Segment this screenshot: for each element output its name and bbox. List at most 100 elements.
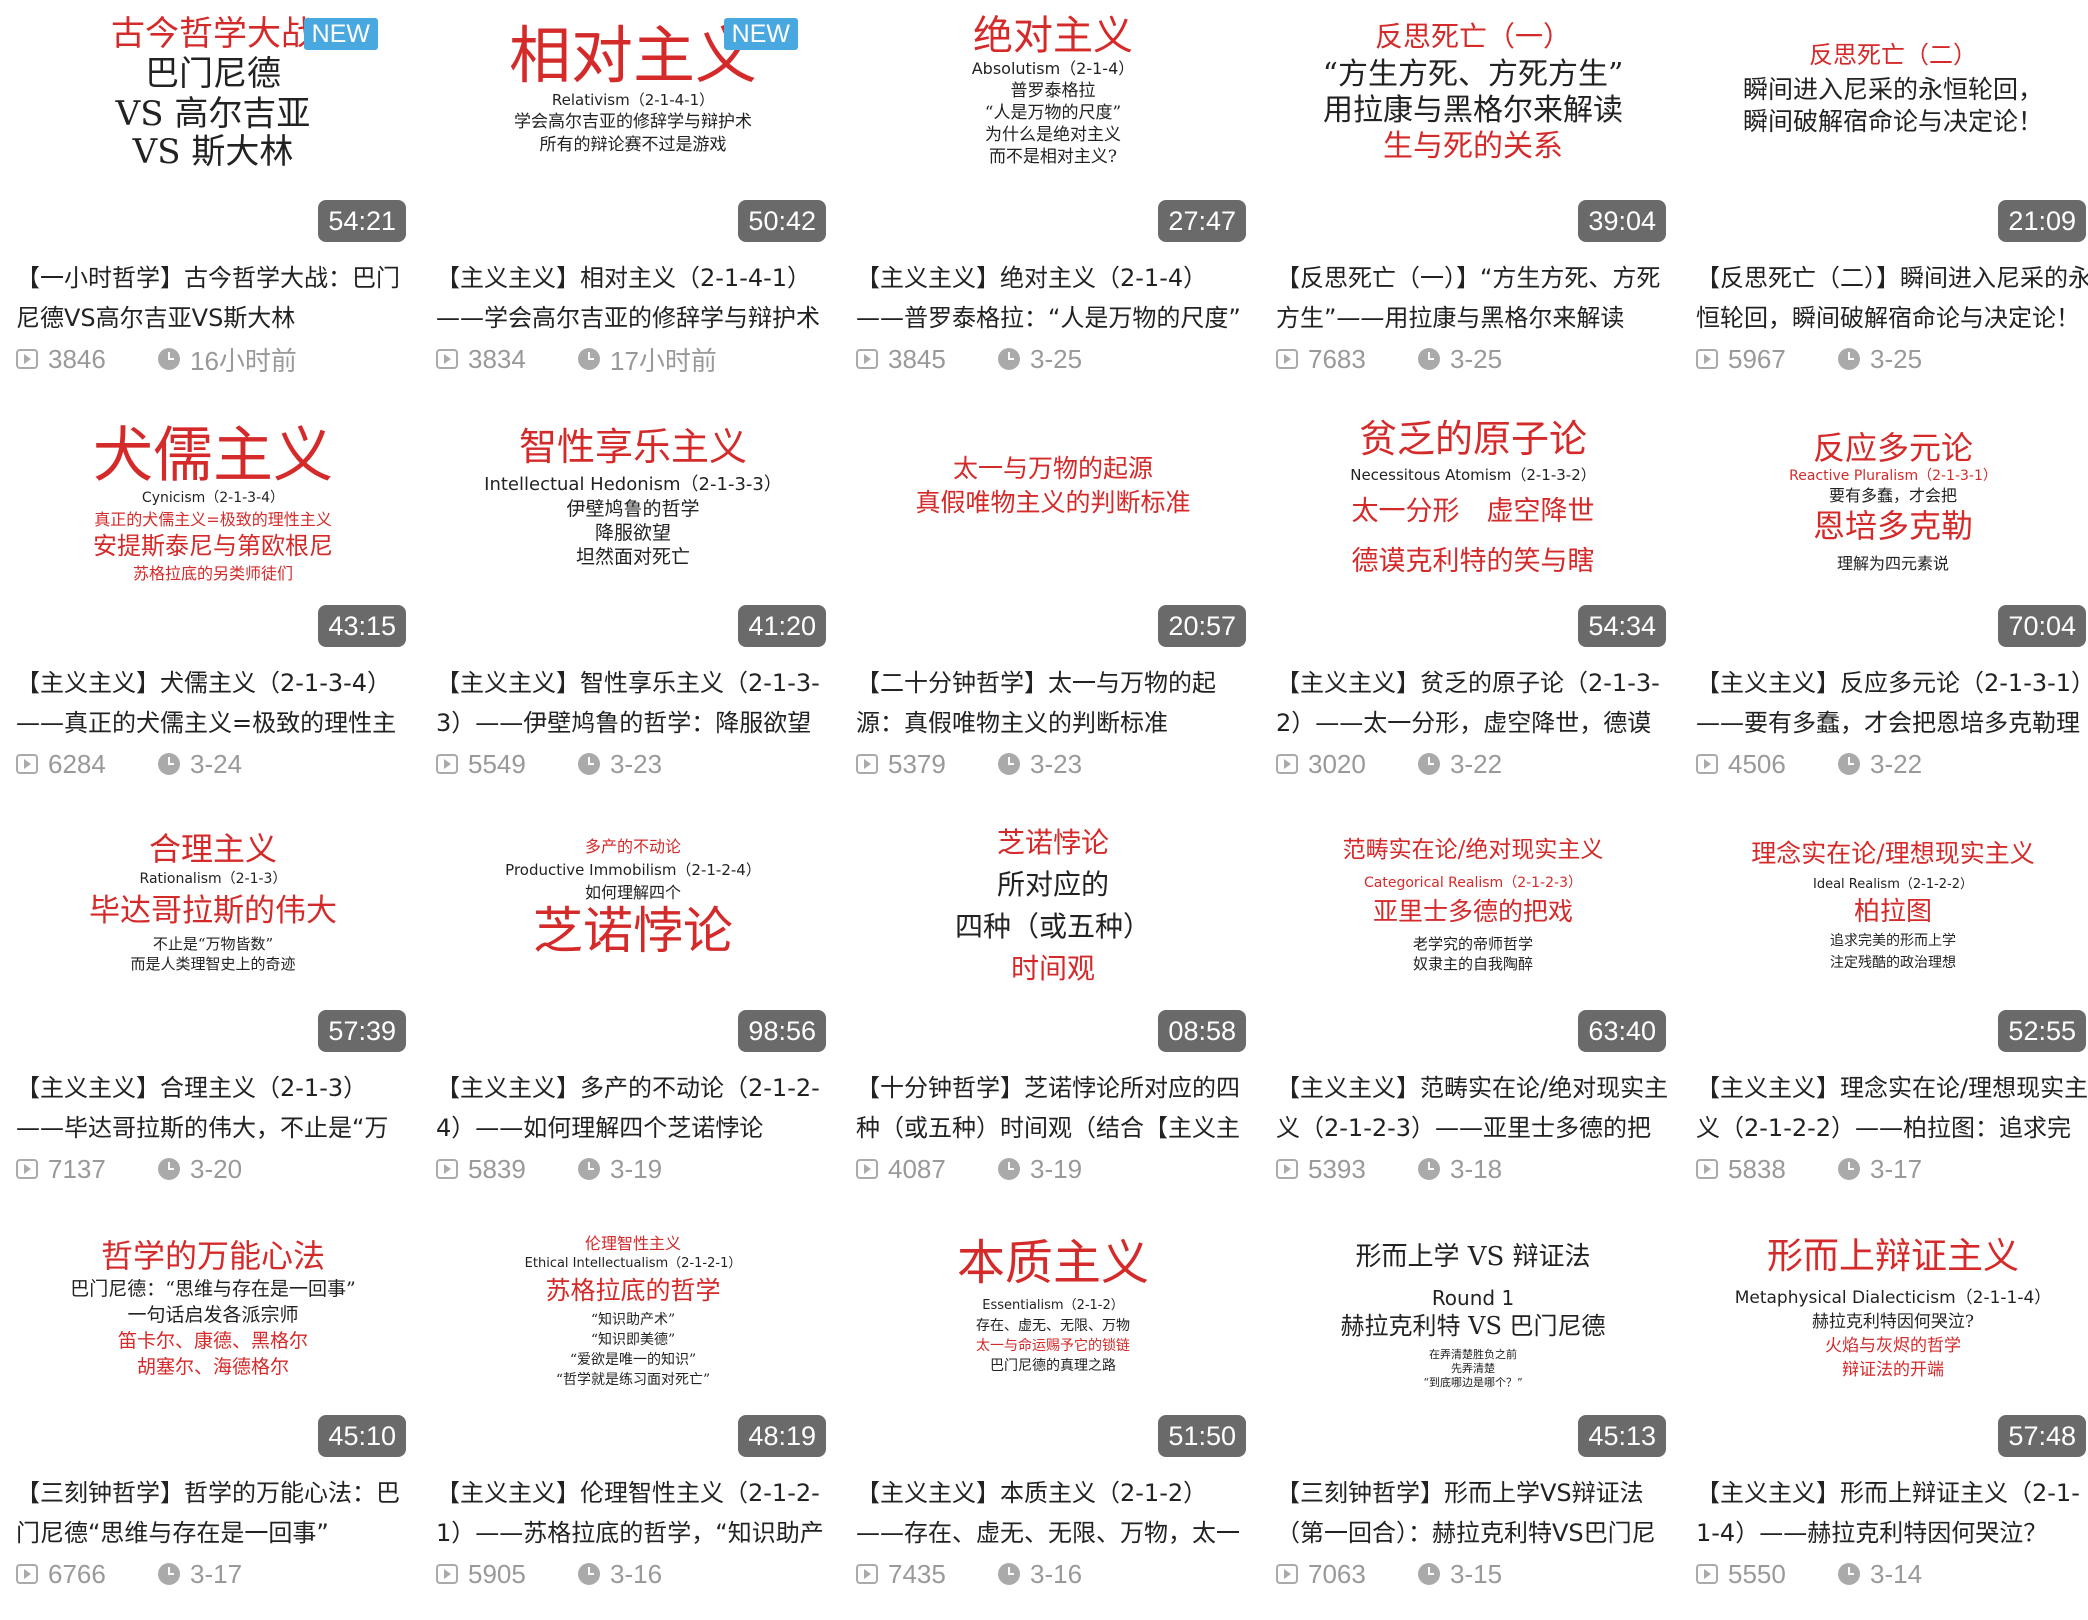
video-card[interactable]: 反思死亡（一） “方生方死、方死方生” 用拉康与黑格尔来解读 生与死的关系 39:04 【… xyxy=(1272,0,1674,405)
thumbnail-text: Ethical Intellectualism（2-1-2-1） xyxy=(524,1256,742,1271)
video-thumbnail[interactable]: 反思死亡（二） 瞬间进入尼采的永恒轮回， 瞬间破解宿命论与决定论！ 21:09 xyxy=(1692,0,2088,252)
video-thumbnail[interactable]: 古今哲学大战 巴门尼德 VS 高尔吉亚 VS 斯大林 NEW 54:21 xyxy=(12,0,414,252)
video-title[interactable]: 【主义主义】犬儒主义（2-1-3-4）——真正的犬儒主义=极致的理性主义 xyxy=(16,669,397,737)
video-title[interactable]: 【主义主义】相对主义（2-1-4-1）——学会高尔吉亚的修辞学与辩护术 xyxy=(436,264,820,332)
video-meta: 5393 3-18 xyxy=(1276,1152,1502,1186)
video-card[interactable]: 反思死亡（二） 瞬间进入尼采的永恒轮回， 瞬间破解宿命论与决定论！ 21:09 【反思死… xyxy=(1692,0,2088,405)
video-thumbnail[interactable]: 理念实在论/理想现实主义 Ideal Realism（2-1-2-2） 柏拉图 追求完… xyxy=(1692,810,2088,1062)
duration-badge: 27:47 xyxy=(1158,200,1246,242)
video-card[interactable]: 形而上辩证主义 Metaphysical Dialecticism（2-1-1-4… xyxy=(1692,1215,2088,1620)
play-count-icon xyxy=(436,1564,458,1584)
video-title[interactable]: 【主义主义】形而上辩证主义（2-1-1-4）——赫拉克利特因何哭泣？ xyxy=(1696,1479,2080,1547)
video-thumbnail[interactable]: 范畴实在论/绝对现实主义 Categorical Realism（2-1-2-3）… xyxy=(1272,810,1674,1062)
video-thumbnail[interactable]: 绝对主义 Absolutism（2-1-4） 普罗泰格拉 “人是万物的尺度” 为什么是绝… xyxy=(852,0,1254,252)
video-meta: 3020 3-22 xyxy=(1276,747,1502,781)
view-count: 5393 xyxy=(1308,1153,1366,1184)
video-card[interactable]: 合理主义 Rationalism（2-1-3） 毕达哥拉斯的伟大 不止是“万物皆数” 而… xyxy=(12,810,414,1215)
video-title[interactable]: 【主义主义】合理主义（2-1-3）——毕达哥拉斯的伟大，不止是“万物皆数” xyxy=(16,1074,389,1142)
video-meta: 3834 17小时前 xyxy=(436,342,717,376)
video-thumbnail[interactable]: 芝诺悖论 所对应的 四种（或五种） 时间观 08:58 xyxy=(852,810,1254,1062)
video-title[interactable]: 【反思死亡（一）】“方生方死、方死方生”——用拉康与黑格尔来解读 xyxy=(1276,264,1661,332)
thumbnail-text: 巴门尼德：“思维与存在是一回事” xyxy=(70,1278,356,1300)
video-thumbnail[interactable]: 本质主义 Essentialism（2-1-2） 存在、虚无、无限、万物 太一与命运赐… xyxy=(852,1215,1254,1467)
video-title[interactable]: 【一小时哲学】古今哲学大战：巴门尼德VS高尔吉亚VS斯大林 xyxy=(16,264,400,332)
video-title[interactable]: 【主义主义】范畴实在论/绝对现实主义（2-1-2-3）——亚里士多德的把戏 xyxy=(1276,1074,1669,1142)
view-count: 5549 xyxy=(468,748,526,779)
thumbnail-text: 学会高尔吉亚的修辞学与辩护术 xyxy=(514,112,752,132)
video-card[interactable]: 智性享乐主义 Intellectual Hedonism（2-1-3-3） 伊壁鸠鲁… xyxy=(432,405,834,810)
thumbnail-text: 芝诺悖论 xyxy=(996,826,1109,859)
duration-badge: 54:21 xyxy=(318,200,406,242)
upload-date: 3-22 xyxy=(1450,748,1503,779)
video-title[interactable]: 【反思死亡（二）】瞬间进入尼采的永恒轮回，瞬间破解宿命论与决定论！ xyxy=(1696,264,2088,332)
video-title[interactable]: 【主义主义】理念实在论/理想现实主义（2-1-2-2）——柏拉图：追求完美的形而… xyxy=(1696,1074,2088,1142)
video-card[interactable]: 绝对主义 Absolutism（2-1-4） 普罗泰格拉 “人是万物的尺度” 为什么是绝… xyxy=(852,0,1254,405)
video-card[interactable]: 芝诺悖论 所对应的 四种（或五种） 时间观 08:58 【十分钟哲学】芝诺悖论所对应的四种… xyxy=(852,810,1254,1215)
thumbnail-text: 形而上辩证主义 xyxy=(1766,1236,2019,1277)
play-count-icon xyxy=(16,349,38,369)
video-card[interactable]: 伦理智性主义 Ethical Intellectualism（2-1-2-1） 苏格… xyxy=(432,1215,834,1620)
video-thumbnail[interactable]: 哲学的万能心法 巴门尼德：“思维与存在是一回事” 一句话启发各派宗师 笛卡尔、康德、黑… xyxy=(12,1215,414,1467)
video-title[interactable]: 【主义主义】智性享乐主义（2-1-3-3）——伊壁鸠鲁的哲学：降服欲望 xyxy=(436,669,820,737)
duration-badge: 39:04 xyxy=(1578,200,1666,242)
video-thumbnail[interactable]: 合理主义 Rationalism（2-1-3） 毕达哥拉斯的伟大 不止是“万物皆数” 而… xyxy=(12,810,414,1062)
thumbnail-text: Relativism（2-1-4-1） xyxy=(551,91,715,109)
thumbnail-text: Rationalism（2-1-3） xyxy=(139,871,287,887)
video-title[interactable]: 【主义主义】贫乏的原子论（2-1-3-2）——太一分形，虚空降世，德谟克利特的笑… xyxy=(1276,669,1660,737)
video-title[interactable]: 【主义主义】本质主义（2-1-2）——存在、虚无、无限、万物，太一与命运赐予它的… xyxy=(856,1479,1240,1547)
video-thumbnail[interactable]: 犬儒主义 Cynicism（2-1-3-4） 真正的犬儒主义=极致的理性主义 安提斯泰… xyxy=(12,405,414,657)
thumbnail-text: 赫拉克利特因何哭泣? xyxy=(1811,1312,1975,1332)
upload-date: 3-24 xyxy=(190,748,243,779)
upload-date: 16小时前 xyxy=(190,345,297,376)
video-card[interactable]: 范畴实在论/绝对现实主义 Categorical Realism（2-1-2-3）… xyxy=(1272,810,1674,1215)
video-card[interactable]: 反应多元论 Reactive Pluralism（2-1-3-1） 要有多蠢，才会把… xyxy=(1692,405,2088,810)
video-thumbnail[interactable]: 贫乏的原子论 Necessitous Atomism（2-1-3-2） 太一分形 虚… xyxy=(1272,405,1674,657)
video-title[interactable]: 【十分钟哲学】芝诺悖论所对应的四种（或五种）时间观（结合【主义主义】） xyxy=(856,1074,1240,1142)
video-thumbnail[interactable]: 形而上学 VS 辩证法 Round 1 赫拉克利特 VS 巴门尼德 在弄清楚胜负之前先… xyxy=(1272,1215,1674,1467)
video-thumbnail[interactable]: 反应多元论 Reactive Pluralism（2-1-3-1） 要有多蠢，才会把… xyxy=(1692,405,2088,657)
thumbnail-text: 形而上学 VS 辩证法 xyxy=(1355,1242,1591,1272)
video-card[interactable]: 相对主义 Relativism（2-1-4-1） 学会高尔吉亚的修辞学与辩护术 所有的… xyxy=(432,0,834,405)
clock-icon xyxy=(158,348,180,370)
video-thumbnail[interactable]: 相对主义 Relativism（2-1-4-1） 学会高尔吉亚的修辞学与辩护术 所有的… xyxy=(432,0,834,252)
video-card[interactable]: 贫乏的原子论 Necessitous Atomism（2-1-3-2） 太一分形 虚… xyxy=(1272,405,1674,810)
video-thumbnail[interactable]: 太一与万物的起源 真假唯物主义的判断标准 20:57 xyxy=(852,405,1254,657)
video-card[interactable]: 多产的不动论 Productive Immobilism（2-1-2-4） 如何理解… xyxy=(432,810,834,1215)
upload-date: 3-22 xyxy=(1870,748,1923,779)
video-title[interactable]: 【主义主义】绝对主义（2-1-4）——普罗泰格拉：“人是万物的尺度” xyxy=(856,264,1241,332)
view-count: 6284 xyxy=(48,748,106,779)
upload-date: 3-25 xyxy=(1450,343,1503,374)
play-count-icon xyxy=(856,754,878,774)
thumbnail-text: 德谟克利特的笑与瞎 xyxy=(1351,546,1595,577)
clock-icon xyxy=(158,1158,180,1180)
thumbnail-text: 四种（或五种） xyxy=(954,910,1151,943)
video-title[interactable]: 【主义主义】伦理智性主义（2-1-2-1）——苏格拉底的哲学，“知识助产术” xyxy=(436,1479,824,1547)
video-thumbnail[interactable]: 智性享乐主义 Intellectual Hedonism（2-1-3-3） 伊壁鸠鲁… xyxy=(432,405,834,657)
thumbnail-text: 巴门尼德 xyxy=(145,54,281,94)
play-count-icon xyxy=(1696,349,1718,369)
thumbnail-text: “人是万物的尺度” xyxy=(984,103,1122,123)
video-card[interactable]: 哲学的万能心法 巴门尼德：“思维与存在是一回事” 一句话启发各派宗师 笛卡尔、康德、黑… xyxy=(12,1215,414,1620)
clock-icon xyxy=(1418,753,1440,775)
video-card[interactable]: 太一与万物的起源 真假唯物主义的判断标准 20:57 【二十分钟哲学】太一与万物的起源… xyxy=(852,405,1254,810)
video-card[interactable]: 形而上学 VS 辩证法 Round 1 赫拉克利特 VS 巴门尼德 在弄清楚胜负之前先… xyxy=(1272,1215,1674,1620)
play-count-icon xyxy=(1276,754,1298,774)
upload-date: 3-15 xyxy=(1450,1558,1503,1589)
video-thumbnail[interactable]: 多产的不动论 Productive Immobilism（2-1-2-4） 如何理解… xyxy=(432,810,834,1062)
video-card[interactable]: 理念实在论/理想现实主义 Ideal Realism（2-1-2-2） 柏拉图 追求完… xyxy=(1692,810,2088,1215)
thumbnail-text: 哲学的万能心法 xyxy=(100,1237,325,1275)
video-title[interactable]: 【主义主义】反应多元论（2-1-3-1）——要有多蠢，才会把恩培多克勒理解为四元… xyxy=(1696,669,2084,737)
video-thumbnail[interactable]: 反思死亡（一） “方生方死、方死方生” 用拉康与黑格尔来解读 生与死的关系 39:04 xyxy=(1272,0,1674,252)
video-title[interactable]: 【三刻钟哲学】哲学的万能心法：巴门尼德“思维与存在是一回事” xyxy=(16,1479,400,1547)
video-card[interactable]: 古今哲学大战 巴门尼德 VS 高尔吉亚 VS 斯大林 NEW 54:21 【一小时哲学】古今… xyxy=(12,0,414,405)
video-thumbnail[interactable]: 形而上辩证主义 Metaphysical Dialecticism（2-1-1-4… xyxy=(1692,1215,2088,1467)
video-card[interactable]: 本质主义 Essentialism（2-1-2） 存在、虚无、无限、万物 太一与命运赐… xyxy=(852,1215,1254,1620)
video-title[interactable]: 【二十分钟哲学】太一与万物的起源：真假唯物主义的判断标准 xyxy=(856,669,1216,737)
thumbnail-text: 如何理解四个 xyxy=(584,883,681,902)
video-title[interactable]: 【主义主义】多产的不动论（2-1-2-4）——如何理解四个芝诺悖论 xyxy=(436,1074,820,1142)
video-thumbnail[interactable]: 伦理智性主义 Ethical Intellectualism（2-1-2-1） 苏格… xyxy=(432,1215,834,1467)
thumbnail-text: 奴隶主的自我陶醉 xyxy=(1412,955,1533,973)
video-card[interactable]: 犬儒主义 Cynicism（2-1-3-4） 真正的犬儒主义=极致的理性主义 安提斯泰… xyxy=(12,405,414,810)
view-count: 3845 xyxy=(888,343,946,374)
